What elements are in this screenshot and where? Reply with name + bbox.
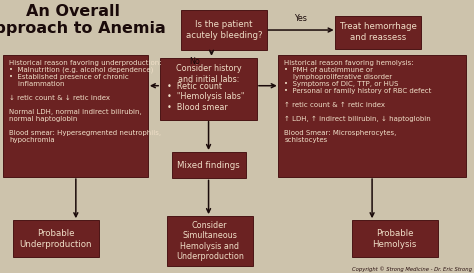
FancyBboxPatch shape — [13, 220, 99, 257]
Text: Probable
Underproduction: Probable Underproduction — [19, 229, 92, 249]
Text: Probable
Hemolysis: Probable Hemolysis — [373, 229, 417, 249]
FancyBboxPatch shape — [278, 55, 466, 177]
Text: Consider history
and initial labs:: Consider history and initial labs: — [176, 64, 241, 84]
Text: Copyright © Strong Medicine - Dr. Eric Strong: Copyright © Strong Medicine - Dr. Eric S… — [352, 266, 472, 272]
FancyBboxPatch shape — [167, 216, 253, 266]
Text: An Overall
Approach to Anemia: An Overall Approach to Anemia — [0, 4, 165, 37]
FancyBboxPatch shape — [172, 152, 246, 178]
Text: •  Retic count
•  "Hemolysis labs"
•  Blood smear: • Retic count • "Hemolysis labs" • Blood… — [167, 82, 245, 112]
Text: Consider
Simultaneous
Hemolysis and
Underproduction: Consider Simultaneous Hemolysis and Unde… — [176, 221, 244, 261]
Text: No: No — [190, 57, 201, 66]
Text: Yes: Yes — [294, 14, 308, 23]
Text: Treat hemorrhage
and reassess: Treat hemorrhage and reassess — [339, 22, 417, 42]
FancyBboxPatch shape — [3, 55, 148, 177]
Text: Historical reason favoring underproduction:
•  Malnutrition (e.g. alcohol depend: Historical reason favoring underproducti… — [9, 60, 162, 143]
FancyBboxPatch shape — [160, 58, 257, 120]
FancyBboxPatch shape — [335, 16, 421, 49]
Text: Historical reason favoring hemolysis:
•  PMH of autoimmune or
    lymphoprolifer: Historical reason favoring hemolysis: • … — [284, 60, 432, 143]
FancyBboxPatch shape — [181, 10, 267, 50]
Text: Is the patient
acutely bleeding?: Is the patient acutely bleeding? — [186, 20, 262, 40]
FancyBboxPatch shape — [352, 220, 438, 257]
Text: Mixed findings: Mixed findings — [177, 161, 240, 170]
